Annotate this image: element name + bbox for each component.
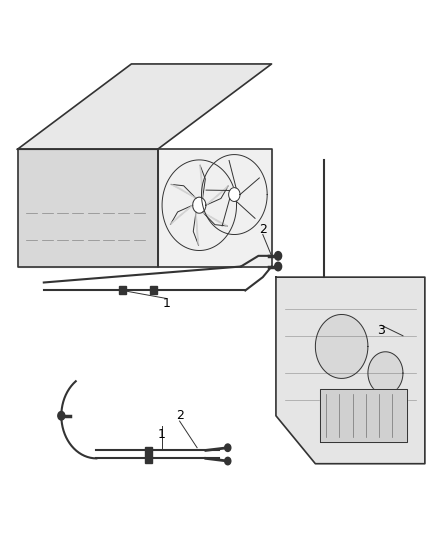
Bar (150, 286, 157, 294)
Polygon shape (206, 186, 228, 205)
Circle shape (225, 444, 231, 451)
Text: 2: 2 (176, 409, 184, 422)
Circle shape (275, 252, 282, 260)
Polygon shape (200, 165, 202, 198)
Polygon shape (170, 205, 193, 224)
Polygon shape (171, 184, 196, 198)
Bar (320, 389, 407, 442)
Bar (145, 447, 152, 463)
Circle shape (368, 352, 403, 394)
Text: 2: 2 (259, 223, 267, 236)
Polygon shape (18, 64, 272, 149)
Bar (119, 286, 126, 294)
Circle shape (58, 411, 65, 420)
Text: 1: 1 (162, 297, 170, 310)
Circle shape (193, 197, 206, 213)
Circle shape (225, 457, 231, 465)
Text: 3: 3 (377, 324, 385, 337)
Circle shape (315, 314, 368, 378)
Text: 1: 1 (158, 428, 166, 441)
Circle shape (229, 188, 240, 201)
Polygon shape (202, 212, 227, 226)
Polygon shape (196, 212, 198, 245)
Polygon shape (276, 277, 425, 464)
Circle shape (275, 262, 282, 271)
Polygon shape (158, 149, 272, 266)
Polygon shape (18, 149, 158, 266)
